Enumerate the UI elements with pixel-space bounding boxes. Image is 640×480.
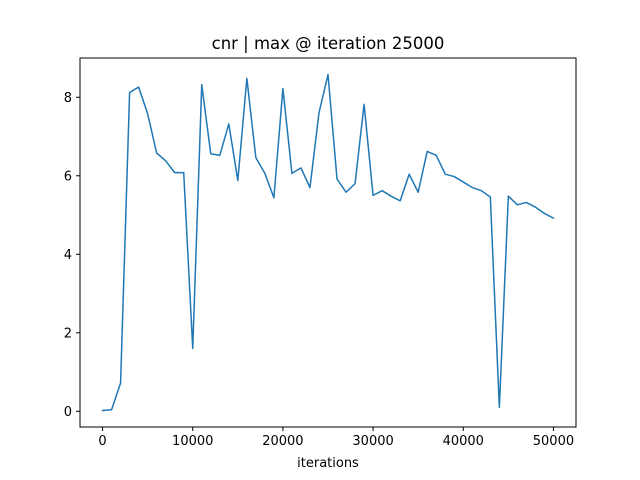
y-axis: 0 2 4 6 8 <box>64 91 80 420</box>
chart-title: cnr | max @ iteration 25000 <box>212 34 445 53</box>
series-line-0 <box>101 73 555 412</box>
y-tick-label: 4 <box>64 248 72 263</box>
x-tick-label: 10000 <box>172 434 213 449</box>
x-tick-label: 40000 <box>443 434 484 449</box>
plot-frame <box>79 57 577 428</box>
x-axis: 0 10000 20000 30000 40000 50000 <box>98 427 574 449</box>
y-tick-label: 6 <box>64 169 72 184</box>
x-tick-label: 20000 <box>262 434 303 449</box>
plot-area <box>101 73 555 412</box>
y-tick-label: 8 <box>64 91 72 106</box>
x-tick-label: 30000 <box>352 434 393 449</box>
y-tick-label: 0 <box>64 405 72 420</box>
x-tick-label: 0 <box>98 434 106 449</box>
x-tick-label: 50000 <box>533 434 574 449</box>
y-tick-label: 2 <box>64 326 72 341</box>
x-axis-label: iterations <box>297 456 359 471</box>
